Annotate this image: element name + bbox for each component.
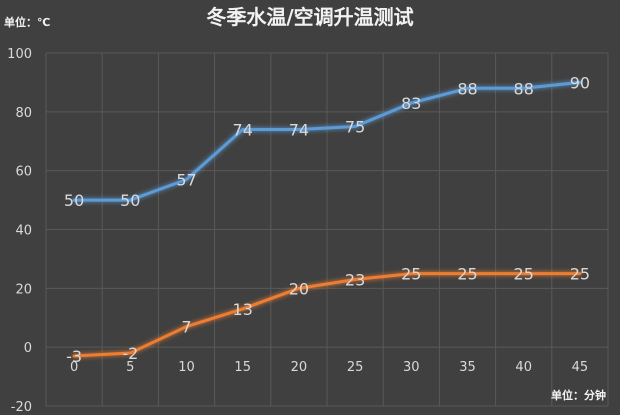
data-label-series-2: 25 [514,265,534,284]
data-label-series-2: -3 [66,347,82,366]
gridlines [45,52,609,407]
x-tick-label: 15 [234,360,251,375]
x-tick-label: 0 [70,360,78,375]
y-tick-label: 100 [7,47,32,62]
data-label-series-2: 25 [570,265,590,284]
x-tick-label: 40 [515,360,532,375]
data-label-series-1: 74 [233,120,253,139]
x-tick-label: 30 [403,360,420,375]
series-lines [72,80,582,358]
x-tick-label: 10 [178,360,195,375]
data-label-series-1: 74 [289,120,309,139]
x-tick-label: 35 [459,360,476,375]
x-axis-unit: 单位：分钟 [551,388,606,402]
series-line-2 [72,272,582,358]
data-label-series-2: 25 [401,265,421,284]
data-label-series-1: 83 [401,94,421,113]
data-labels: 50 50 57 74 74 75 83 88 88 90 -3 -2 7 13 20 23 25 25 25 25 [64,73,590,366]
y-tick-label: 20 [15,282,32,297]
series-line-1 [72,80,582,202]
data-label-series-2: 23 [345,271,365,290]
y-tick-label: 40 [15,224,32,239]
data-label-series-1: 90 [570,73,590,92]
chart-title: 冬季水温/空调升温测试 [206,5,413,29]
data-label-series-2: 7 [181,318,191,337]
data-label-series-2: -2 [122,344,138,363]
data-label-series-2: 25 [457,265,477,284]
data-label-series-1: 75 [345,118,365,137]
data-label-series-1: 88 [457,79,477,98]
data-label-series-2: 13 [233,300,253,319]
axis-ticks: -20 0 20 40 60 80 100 0 5 10 15 20 25 30 35 40 45 [7,47,588,415]
y-tick-label: 60 [15,165,32,180]
data-label-series-2: 20 [289,279,309,298]
y-tick-label: 80 [15,106,32,121]
data-label-series-1: 50 [120,191,140,210]
y-tick-label: 0 [24,341,32,356]
x-tick-label: 45 [572,360,589,375]
x-tick-label: 5 [126,360,134,375]
data-label-series-1: 88 [514,79,534,98]
y-tick-label: -20 [11,400,32,415]
x-tick-label: 20 [291,360,308,375]
data-label-series-1: 57 [176,170,196,189]
y-axis-unit: 单位：℃ [4,15,50,29]
x-tick-label: 25 [347,360,364,375]
data-label-series-1: 50 [64,191,84,210]
